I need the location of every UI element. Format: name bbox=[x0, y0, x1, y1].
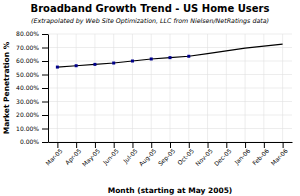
tick-mark bbox=[42, 88, 48, 89]
tick-mark bbox=[42, 48, 48, 49]
tick-label: Jan-06 bbox=[232, 147, 252, 167]
tick: 50.00% bbox=[16, 71, 48, 78]
tick-label: May-05 bbox=[81, 147, 102, 168]
tick-label: Dec-05 bbox=[213, 147, 233, 167]
tick-label: Mar-05 bbox=[44, 147, 64, 167]
points bbox=[56, 55, 190, 69]
tick-label: 40.00% bbox=[16, 84, 39, 91]
tick: May-05 bbox=[81, 142, 102, 168]
point bbox=[131, 60, 134, 63]
grid-line bbox=[245, 34, 246, 142]
tick-label: Aug-05 bbox=[137, 147, 158, 168]
x-axis-title: Month (starting at May 2005) bbox=[108, 186, 233, 195]
tick: 20.00% bbox=[16, 111, 48, 118]
tick: 80.00% bbox=[16, 30, 48, 37]
plot-area: Mar-05Apr-05May-05Jun-05Jul-05Aug-05Sep-… bbox=[16, 30, 292, 168]
tick: 30.00% bbox=[16, 98, 48, 105]
tick-label: 10.00% bbox=[16, 125, 39, 132]
grid-line bbox=[282, 34, 283, 142]
tick: 0.00% bbox=[20, 138, 48, 145]
tick-mark bbox=[42, 61, 48, 62]
tick-mark bbox=[42, 142, 48, 143]
tick-mark bbox=[42, 102, 48, 103]
tick: 70.00% bbox=[16, 44, 48, 51]
tick: Aug-05 bbox=[137, 142, 158, 168]
tick: Nov-05 bbox=[194, 142, 214, 167]
tick-label: Sep-05 bbox=[156, 147, 177, 168]
tick-mark bbox=[42, 129, 48, 130]
tick: Oct-05 bbox=[176, 142, 195, 166]
marks bbox=[56, 44, 283, 68]
tick: 40.00% bbox=[16, 84, 48, 91]
point bbox=[56, 66, 59, 69]
tick: Feb-06 bbox=[251, 142, 271, 166]
point bbox=[169, 56, 172, 59]
grid-line bbox=[226, 34, 227, 142]
point bbox=[187, 55, 190, 58]
tick: Mar-05 bbox=[44, 142, 64, 167]
tick-label: 60.00% bbox=[16, 57, 39, 64]
tick: Jun-05 bbox=[101, 142, 121, 167]
tick-label: 20.00% bbox=[16, 111, 39, 118]
tick-label: 80.00% bbox=[16, 30, 39, 37]
grid-line bbox=[94, 34, 95, 142]
title: Broadband Growth Trend - US Home Users bbox=[31, 3, 270, 14]
grid-line bbox=[188, 34, 189, 142]
grid-line bbox=[76, 34, 77, 142]
tick: Dec-05 bbox=[213, 142, 233, 167]
grid-line bbox=[132, 34, 133, 142]
tick: 60.00% bbox=[16, 57, 48, 64]
tick: Mar-06 bbox=[269, 142, 289, 167]
tick-mark bbox=[42, 115, 48, 116]
tick-label: Mar-06 bbox=[269, 147, 289, 167]
grid bbox=[48, 34, 292, 142]
tick-label: 50.00% bbox=[16, 71, 39, 78]
tick: Sep-05 bbox=[156, 142, 177, 168]
tick: 10.00% bbox=[16, 125, 48, 132]
point bbox=[112, 62, 115, 65]
grid-line bbox=[113, 34, 114, 142]
line bbox=[57, 44, 282, 67]
grid-line bbox=[151, 34, 152, 142]
grid-line bbox=[170, 34, 171, 142]
tick-label: Nov-05 bbox=[194, 147, 214, 167]
grid-line bbox=[263, 34, 264, 142]
grid-line bbox=[57, 34, 58, 142]
point bbox=[75, 64, 78, 67]
axis-line bbox=[48, 35, 49, 143]
tick-label: Feb-06 bbox=[251, 147, 271, 167]
y-axis: 0.00% 10.00% 20.00% 30.00% 40.00% 50.00% 60.00… bbox=[16, 30, 48, 145]
tick: Jan-06 bbox=[232, 142, 252, 167]
tick-mark bbox=[42, 75, 48, 76]
point bbox=[93, 63, 96, 66]
tick-label: 0.00% bbox=[20, 138, 39, 145]
tick-label: Oct-05 bbox=[176, 147, 195, 166]
tick-label: 30.00% bbox=[16, 98, 39, 105]
x-axis: Mar-05Apr-05May-05Jun-05Jul-05Aug-05Sep-… bbox=[44, 142, 292, 168]
tick-label: Jun-05 bbox=[101, 147, 121, 167]
tick-label: 70.00% bbox=[16, 44, 39, 51]
subtitle: (Extrapolated by Web Site Optimization, … bbox=[31, 17, 269, 25]
tick-mark bbox=[42, 34, 48, 35]
y-axis-title: Market Penetration % bbox=[2, 41, 11, 134]
chart: Broadband Growth Trend - US Home Users (E… bbox=[0, 0, 300, 196]
grid-line bbox=[207, 34, 208, 142]
point bbox=[150, 57, 153, 60]
